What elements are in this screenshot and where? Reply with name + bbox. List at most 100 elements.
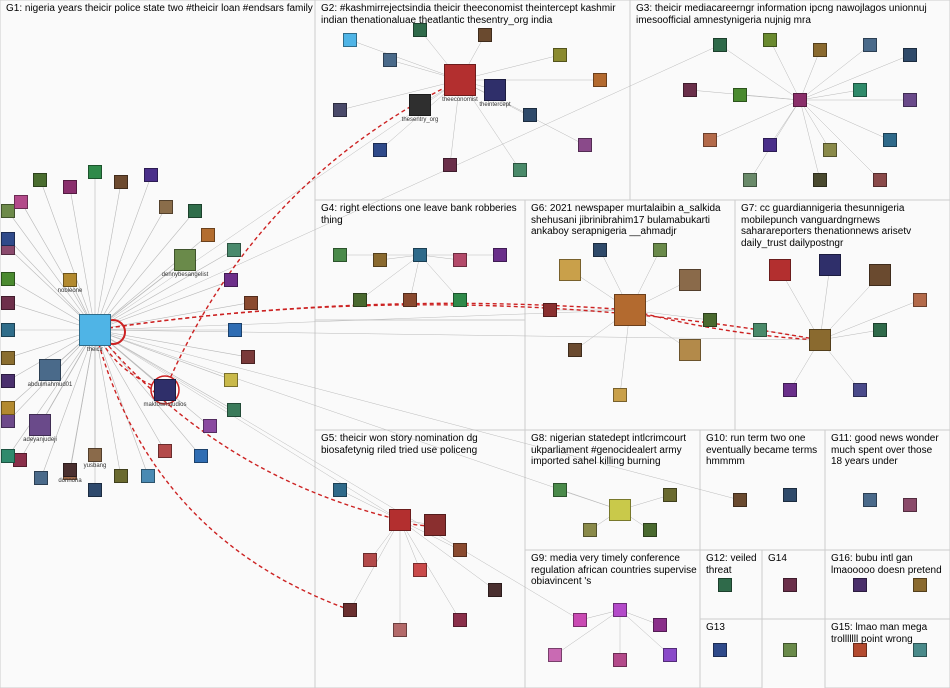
radial-node[interactable] [13, 453, 27, 467]
radial-node[interactable] [1, 414, 15, 428]
g5-node[interactable] [333, 483, 347, 497]
g4-node[interactable] [453, 293, 467, 307]
g3-node[interactable] [813, 43, 827, 57]
g5-node[interactable] [413, 563, 427, 577]
g1-node[interactable] [154, 379, 176, 401]
radial-node[interactable] [1, 204, 15, 218]
g5-node[interactable] [363, 553, 377, 567]
radial-node[interactable] [194, 449, 208, 463]
g7-node[interactable] [819, 254, 841, 276]
g4-node[interactable] [403, 293, 417, 307]
g3-node[interactable] [743, 173, 757, 187]
g6-node[interactable] [543, 303, 557, 317]
g2-node[interactable] [578, 138, 592, 152]
small-panel-node[interactable] [913, 578, 927, 592]
small-panel-node[interactable] [713, 643, 727, 657]
g6-node[interactable] [614, 294, 646, 326]
g2-node[interactable] [333, 103, 347, 117]
radial-node[interactable] [88, 165, 102, 179]
g2-node[interactable] [523, 108, 537, 122]
g5-node[interactable] [343, 603, 357, 617]
radial-node[interactable] [203, 419, 217, 433]
g1-node[interactable] [39, 359, 61, 381]
hub-node-theicir[interactable] [79, 314, 111, 346]
g5-node[interactable] [453, 543, 467, 557]
g6-node[interactable] [613, 388, 627, 402]
g8-node[interactable] [609, 499, 631, 521]
g3-node[interactable] [793, 93, 807, 107]
g6-node[interactable] [568, 343, 582, 357]
g7-node[interactable] [913, 293, 927, 307]
g2-node[interactable] [513, 163, 527, 177]
radial-node[interactable] [1, 449, 15, 463]
g7-node[interactable] [783, 383, 797, 397]
radial-node[interactable] [34, 471, 48, 485]
g2-node[interactable] [478, 28, 492, 42]
g3-node[interactable] [763, 138, 777, 152]
g2-node[interactable] [593, 73, 607, 87]
g3-node[interactable] [703, 133, 717, 147]
g2-node[interactable] [444, 64, 476, 96]
radial-node[interactable] [1, 351, 15, 365]
small-panel-node[interactable] [718, 578, 732, 592]
g3-node[interactable] [713, 38, 727, 52]
g3-node[interactable] [733, 88, 747, 102]
g2-node[interactable] [409, 94, 431, 116]
radial-node[interactable] [1, 323, 15, 337]
g5-node[interactable] [389, 509, 411, 531]
radial-node[interactable] [201, 228, 215, 242]
g8-node[interactable] [643, 523, 657, 537]
radial-node[interactable] [144, 168, 158, 182]
g4-node[interactable] [453, 253, 467, 267]
g1-node[interactable] [63, 463, 77, 477]
g3-node[interactable] [883, 133, 897, 147]
radial-node[interactable] [33, 173, 47, 187]
g9-node[interactable] [653, 618, 667, 632]
radial-node[interactable] [114, 469, 128, 483]
radial-node[interactable] [224, 273, 238, 287]
g6-node[interactable] [559, 259, 581, 281]
g9-node[interactable] [573, 613, 587, 627]
g2-node[interactable] [484, 79, 506, 101]
radial-node[interactable] [88, 483, 102, 497]
g4-node[interactable] [493, 248, 507, 262]
g7-node[interactable] [869, 264, 891, 286]
g3-node[interactable] [903, 48, 917, 62]
radial-node[interactable] [188, 204, 202, 218]
g5-node[interactable] [488, 583, 502, 597]
radial-node[interactable] [14, 195, 28, 209]
g2-node[interactable] [343, 33, 357, 47]
radial-node[interactable] [1, 272, 15, 286]
small-panel-node[interactable] [733, 493, 747, 507]
g3-node[interactable] [863, 38, 877, 52]
g4-node[interactable] [333, 248, 347, 262]
g4-node[interactable] [353, 293, 367, 307]
radial-node[interactable] [227, 243, 241, 257]
g6-node[interactable] [679, 269, 701, 291]
g6-node[interactable] [679, 339, 701, 361]
radial-node[interactable] [158, 444, 172, 458]
radial-node[interactable] [227, 403, 241, 417]
radial-node[interactable] [228, 323, 242, 337]
g2-node[interactable] [373, 143, 387, 157]
g1-node[interactable] [174, 249, 196, 271]
radial-node[interactable] [141, 469, 155, 483]
g3-node[interactable] [873, 173, 887, 187]
g3-node[interactable] [683, 83, 697, 97]
g7-node[interactable] [769, 259, 791, 281]
g8-node[interactable] [663, 488, 677, 502]
g3-node[interactable] [903, 93, 917, 107]
g2-node[interactable] [443, 158, 457, 172]
g1-node[interactable] [63, 273, 77, 287]
radial-node[interactable] [1, 401, 15, 415]
g3-node[interactable] [823, 143, 837, 157]
radial-node[interactable] [1, 296, 15, 310]
g7-node[interactable] [853, 383, 867, 397]
radial-node[interactable] [1, 374, 15, 388]
g3-node[interactable] [763, 33, 777, 47]
g7-node[interactable] [873, 323, 887, 337]
g7-node[interactable] [809, 329, 831, 351]
g9-node[interactable] [663, 648, 677, 662]
g3-node[interactable] [813, 173, 827, 187]
g6-node[interactable] [653, 243, 667, 257]
